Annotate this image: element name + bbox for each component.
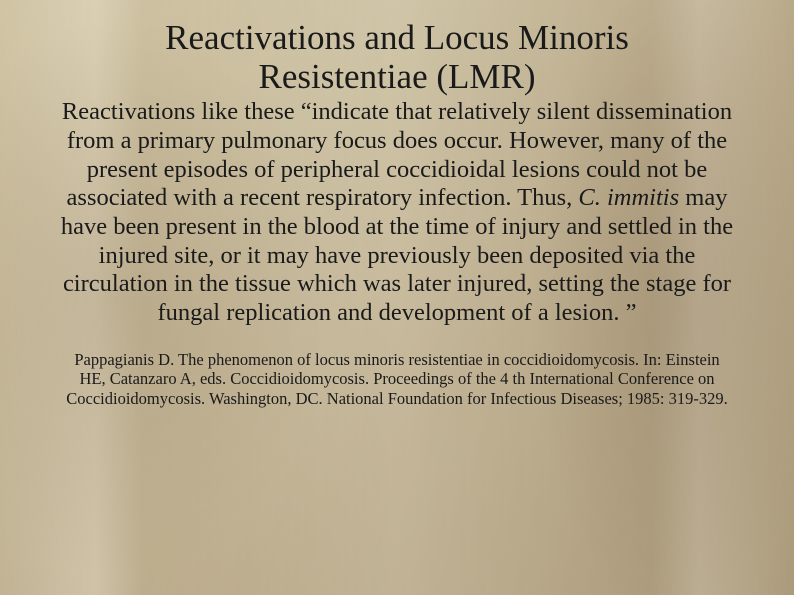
body-text-italic: C. immitis <box>578 184 679 211</box>
slide-body-text: Reactivations like these “indicate that … <box>50 98 744 327</box>
slide-content: Reactivations and Locus Minoris Resisten… <box>0 0 794 595</box>
slide-citation: Pappagianis D. The phenomenon of locus m… <box>50 350 744 408</box>
slide-title: Reactivations and Locus Minoris Resisten… <box>50 18 744 96</box>
